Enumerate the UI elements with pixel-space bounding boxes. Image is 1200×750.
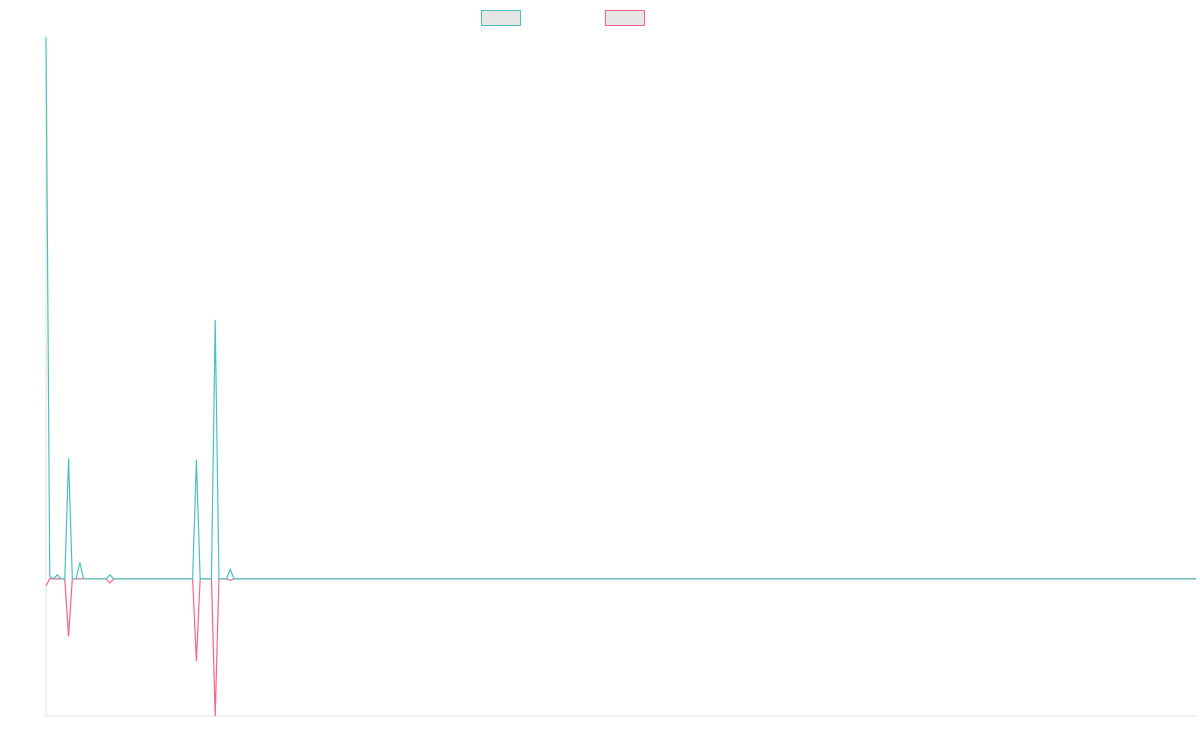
- legend-swatch-series-2[interactable]: [605, 10, 645, 26]
- legend-swatch-series-1[interactable]: [481, 10, 521, 26]
- series-line-1: [45, 37, 1196, 580]
- series-line-2: [45, 578, 1196, 717]
